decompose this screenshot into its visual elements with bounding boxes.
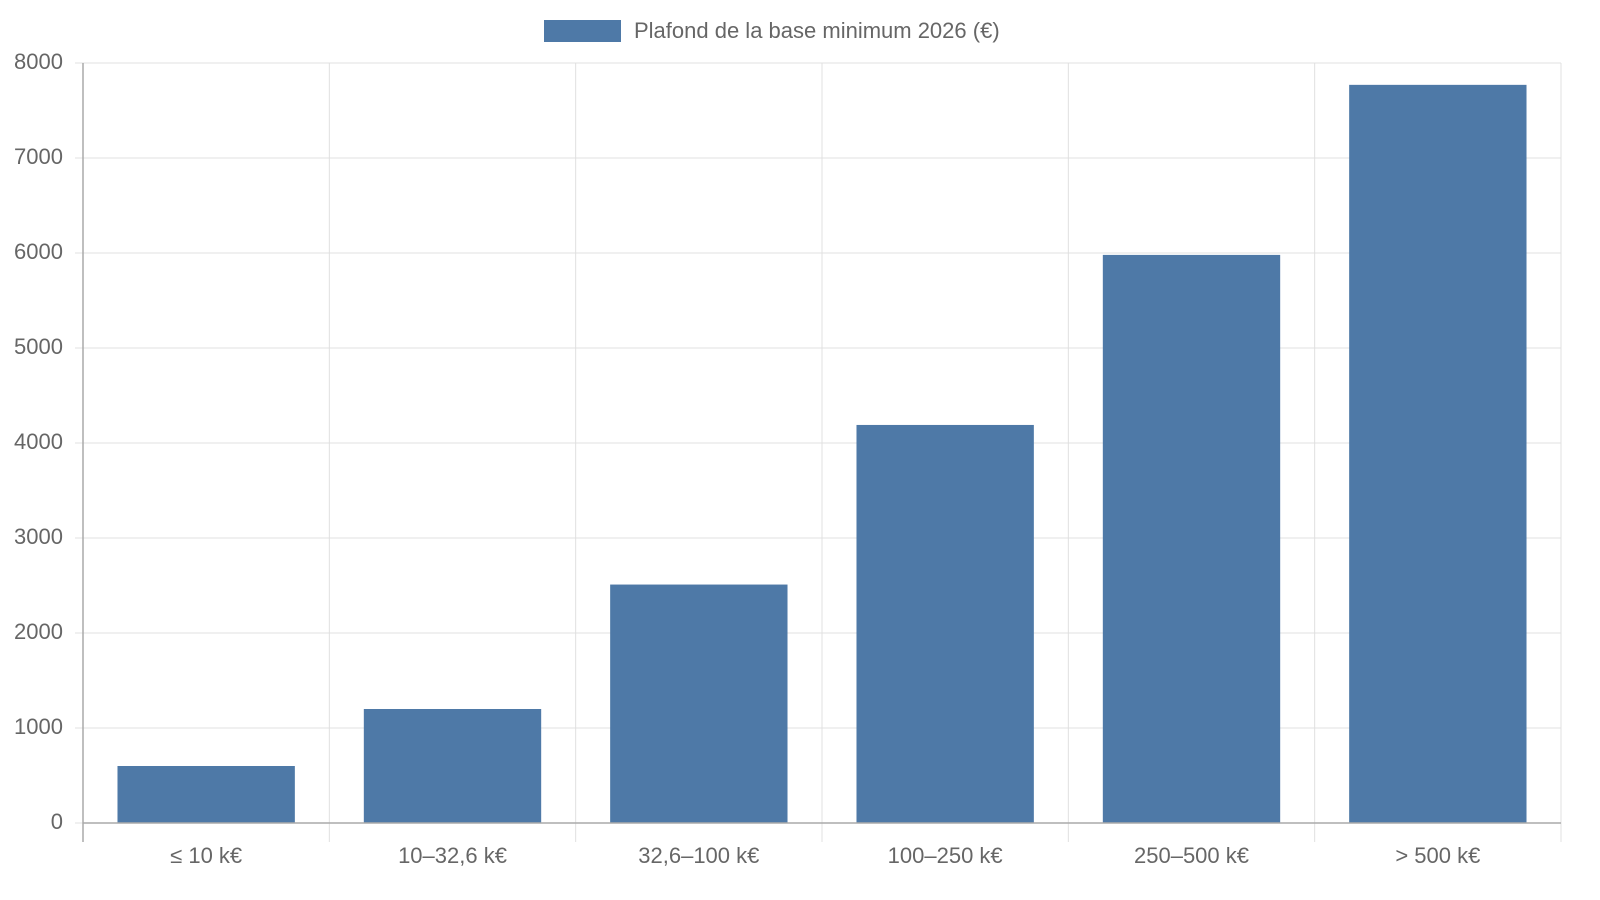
x-tick-label: 100–250 k€	[888, 843, 1003, 868]
y-tick-label: 4000	[14, 429, 63, 454]
y-tick-label: 1000	[14, 714, 63, 739]
legend-swatch	[544, 20, 621, 42]
y-tick-label: 8000	[14, 49, 63, 74]
bar	[363, 709, 542, 823]
bar	[856, 424, 1034, 823]
y-tick-label: 0	[51, 809, 63, 834]
y-tick-label: 6000	[14, 239, 63, 264]
x-tick-label: 32,6–100 k€	[638, 843, 759, 868]
x-tick-label: ≤ 10 k€	[170, 843, 242, 868]
y-tick-label: 2000	[14, 619, 63, 644]
x-tick-label: 10–32,6 k€	[398, 843, 507, 868]
x-tick-label: 250–500 k€	[1134, 843, 1249, 868]
x-tick-label: > 500 k€	[1395, 843, 1480, 868]
y-tick-label: 5000	[14, 334, 63, 359]
bar	[610, 584, 788, 823]
bar	[117, 766, 295, 823]
bar	[1102, 254, 1281, 823]
legend-label: Plafond de la base minimum 2026 (€)	[634, 18, 1000, 43]
bar	[1349, 84, 1527, 824]
y-tick-label: 7000	[14, 144, 63, 169]
y-tick-label: 3000	[14, 524, 63, 549]
